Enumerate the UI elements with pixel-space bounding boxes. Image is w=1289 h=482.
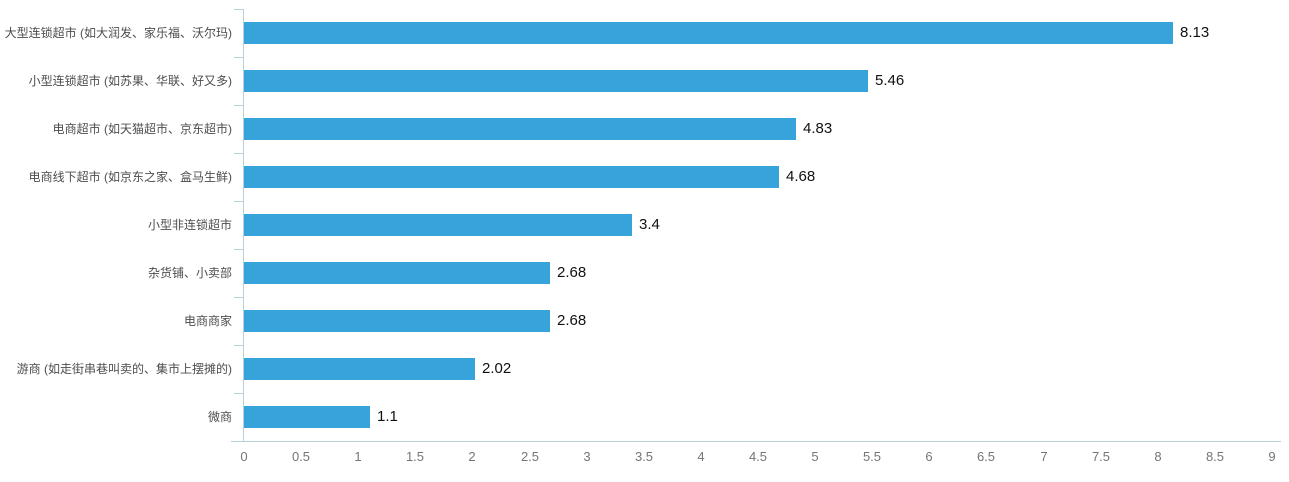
category-label: 小型连锁超市 (如苏果、华联、好又多) [28,74,232,88]
bar-value-label: 2.68 [557,264,587,281]
bar[interactable] [244,406,370,428]
x-axis-tick-label: 0.5 [291,449,311,464]
bar[interactable] [244,214,632,236]
x-axis-tick-label: 7.5 [1091,449,1111,464]
y-axis-tick [234,9,244,10]
x-axis-tick-label: 4.5 [748,449,768,464]
bar-value-label: 1.1 [377,408,398,425]
y-axis-line [243,9,244,441]
category-label: 杂货铺、小卖部 [147,266,232,280]
category-label: 大型连锁超市 (如大润发、家乐福、沃尔玛) [4,26,232,40]
x-axis-tick-label: 2 [468,449,476,464]
bar-value-label: 4.83 [803,120,833,137]
y-axis-tick [234,249,244,250]
category-label: 电商线下超市 (如京东之家、盒马生鲜) [28,170,232,184]
category-label: 电商商家 [183,314,232,328]
x-axis-tick-label: 1 [354,449,362,464]
x-axis-tick-label: 6.5 [976,449,996,464]
category-label: 电商超市 (如天猫超市、京东超市) [52,122,232,136]
y-axis-tick [234,57,244,58]
y-axis-tick [234,297,244,298]
y-axis-tick [234,153,244,154]
bar[interactable] [244,22,1173,44]
y-axis-tick [234,393,244,394]
bar[interactable] [244,358,475,380]
bar[interactable] [244,166,779,188]
x-axis-tick-label: 3 [583,449,591,464]
x-axis-tick-label: 5 [811,449,819,464]
category-label: 游商 (如走街串巷叫卖的、集市上摆摊的) [16,362,232,376]
bar[interactable] [244,70,868,92]
bar-value-label: 3.4 [639,216,660,233]
bar-value-label: 8.13 [1180,24,1210,41]
x-axis-tick-label: 6 [925,449,933,464]
x-axis-tick-label: 4 [697,449,705,464]
category-label: 微商 [207,410,232,424]
y-axis-tick [234,105,244,106]
bar[interactable] [244,118,796,140]
x-axis-tick-label: 9 [1268,449,1276,464]
x-axis-tick-label: 7 [1040,449,1048,464]
x-axis-tick-label: 1.5 [405,449,425,464]
x-axis-tick-label: 3.5 [634,449,654,464]
y-axis-tick [234,201,244,202]
bar[interactable] [244,310,550,332]
category-label: 小型非连锁超市 [147,218,232,232]
bar-value-label: 2.68 [557,312,587,329]
x-axis-tick-label: 8.5 [1205,449,1225,464]
y-axis-tick [234,345,244,346]
bar-value-label: 5.46 [875,72,905,89]
bar-value-label: 2.02 [482,360,512,377]
x-axis-line [231,441,1281,442]
x-axis-tick-label: 0 [240,449,248,464]
bar[interactable] [244,262,550,284]
x-axis-tick-label: 2.5 [520,449,540,464]
x-axis-tick-label: 5.5 [862,449,882,464]
bar-value-label: 4.68 [786,168,816,185]
x-axis-tick-label: 8 [1154,449,1162,464]
